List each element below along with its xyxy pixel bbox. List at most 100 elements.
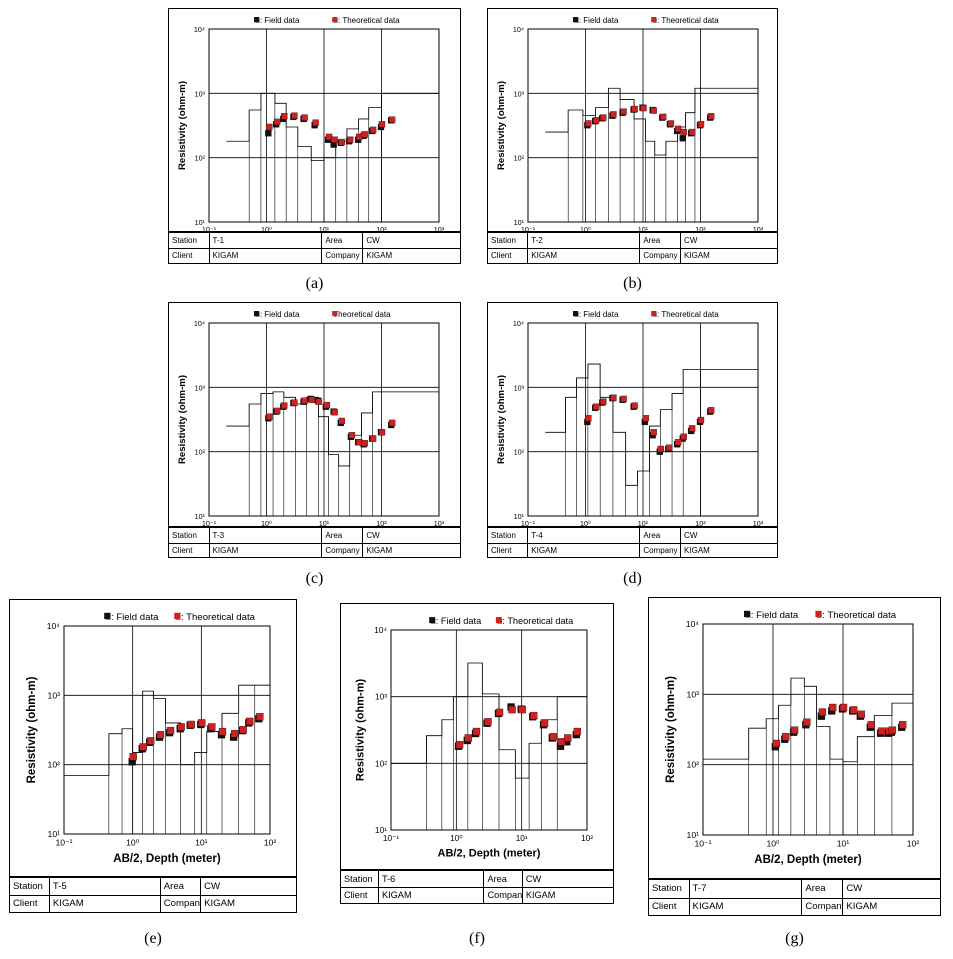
label-station: Station — [344, 874, 373, 884]
x-tick-label: 10³ — [434, 519, 445, 528]
theoretical-data-point — [707, 407, 715, 414]
x-tick-label: 10² — [695, 519, 706, 528]
panel-caption: (d) — [623, 570, 642, 587]
theoretical-data-point — [308, 396, 315, 403]
theoretical-data-point — [667, 120, 675, 127]
x-tick-label: 10⁰ — [126, 838, 140, 848]
legend-field-marker — [254, 17, 260, 23]
value-area: CW — [362, 233, 462, 248]
x-tick-label: 10⁰ — [580, 225, 591, 234]
theoretical-data-point — [256, 713, 264, 721]
value-client: KIGAM — [688, 897, 802, 915]
x-tick-label: 10⁰ — [261, 225, 272, 234]
x-tick-label: 10⁻¹ — [55, 838, 72, 848]
theoretical-data-point — [782, 733, 790, 741]
theoretical-data-point — [592, 403, 600, 410]
chart-frame: 10⁻¹ 10⁰ 10¹ 10² 10¹ 10² 10³ 10⁴ AB/2, Depth (me… — [648, 597, 941, 879]
chart-frame: 10⁻¹10⁰10¹10²10³10¹10²10³10⁴AB/2, Depth … — [487, 8, 778, 248]
y-tick-label: 10³ — [195, 89, 206, 98]
legend-field-data: ■: Field data — [745, 610, 799, 621]
x-axis-label: AB/2, Depth (meter) — [438, 848, 541, 860]
theoretical-data-point — [772, 739, 781, 748]
value-company: KIGAM — [362, 542, 462, 557]
x-tick-label: 10³ — [434, 225, 445, 234]
value-area: CW — [521, 871, 615, 887]
theoretical-data-point — [378, 429, 386, 436]
y-tick-label: 10⁴ — [686, 619, 700, 629]
x-tick-label: 10¹ — [516, 834, 528, 843]
theoretical-data-point — [208, 723, 216, 731]
station-table-row: Station T-2 Area CW — [488, 233, 777, 249]
theoretical-data-point — [312, 119, 319, 126]
y-axis-label: Resistivity (ohm-m) — [177, 375, 188, 464]
legend-field-data: ■: Field data — [255, 16, 300, 25]
y-tick-label: 10¹ — [48, 829, 61, 839]
y-tick-label: 10¹ — [514, 512, 525, 521]
chart-frame: 10⁻¹10⁰10¹10²10³10¹10²10³10⁴AB/2, Depth … — [168, 8, 461, 248]
theoretical-data-point — [266, 123, 273, 131]
y-tick-label: 10³ — [514, 383, 525, 392]
theoretical-data-point — [850, 706, 858, 714]
y-tick-label: 10¹ — [195, 512, 206, 521]
legend-field-marker — [254, 311, 260, 317]
theoretical-data-point — [315, 398, 323, 405]
label-area: Area — [639, 528, 680, 543]
theoretical-data-point — [388, 116, 396, 123]
theoretical-data-point — [877, 727, 886, 735]
value-company: KIGAM — [680, 248, 779, 263]
value-station: T-7 — [688, 880, 802, 898]
x-tick-label: 10⁻¹ — [521, 225, 536, 234]
value-station: T-2 — [527, 233, 639, 248]
theoretical-data-point — [266, 413, 273, 420]
x-tick-label: 10² — [376, 225, 387, 234]
y-tick-label: 10² — [48, 760, 61, 770]
value-client: KIGAM — [208, 542, 322, 557]
panel-caption: (a) — [305, 275, 324, 292]
theoretical-data-point — [325, 133, 333, 141]
y-axis-label: Resistivity (ohm-m) — [496, 375, 507, 464]
theoretical-data-point — [455, 741, 464, 749]
panel-caption: (c) — [305, 570, 324, 587]
theoretical-data-point — [338, 417, 345, 425]
legend-field-marker — [573, 17, 579, 23]
theoretical-data-point — [680, 433, 687, 440]
label-station: Station — [491, 531, 516, 540]
legend-theoretical-data: ■: Theoretical data — [816, 610, 896, 621]
label-area: Area — [639, 233, 680, 248]
y-axis-label: Resistivity (ohm-m) — [665, 676, 677, 783]
station-table: Station T-4 Area CW Client KIGAM Company KIGAM — [487, 527, 778, 558]
value-client: KIGAM — [377, 887, 483, 903]
station-table: Station T-7 Area CW Client KIGAM Company KIGAM — [648, 879, 941, 916]
x-tick-label: 10⁻¹ — [202, 225, 217, 234]
theoretical-data-point — [355, 439, 363, 446]
value-area: CW — [680, 233, 779, 248]
theoretical-data-point — [549, 733, 557, 741]
field-data-point — [265, 130, 272, 137]
x-tick-label: 10⁻¹ — [202, 519, 217, 528]
value-company: KIGAM — [842, 897, 942, 915]
value-area: CW — [362, 528, 462, 543]
y-tick-label: 10¹ — [514, 218, 525, 227]
theoretical-data-point — [331, 136, 338, 143]
label-company: Company — [483, 887, 522, 903]
theoretical-data-point — [564, 734, 572, 742]
y-tick-label: 10⁴ — [194, 25, 205, 34]
station-table-row: Station T-3 Area CW — [169, 528, 460, 544]
theoretical-data-point — [660, 113, 667, 121]
theoretical-data-point — [888, 726, 897, 734]
x-tick-label: 10⁻¹ — [383, 834, 400, 843]
label-client: Client — [491, 251, 512, 260]
x-tick-label: 10² — [581, 834, 593, 843]
model-profile — [226, 92, 439, 162]
theoretical-data-point — [674, 439, 682, 446]
y-tick-label: 10³ — [195, 383, 206, 392]
theoretical-data-point — [331, 409, 338, 416]
theoretical-data-point — [198, 719, 206, 727]
chart-panel: 10⁻¹10⁰10¹10²10³10¹10²10³10⁴AB/2, Depth … — [487, 8, 778, 264]
label-company: Company — [639, 542, 680, 557]
value-area: CW — [680, 528, 779, 543]
y-tick-label: 10³ — [514, 89, 525, 98]
theoretical-data-point — [139, 743, 147, 751]
theoretical-data-point — [650, 429, 657, 436]
